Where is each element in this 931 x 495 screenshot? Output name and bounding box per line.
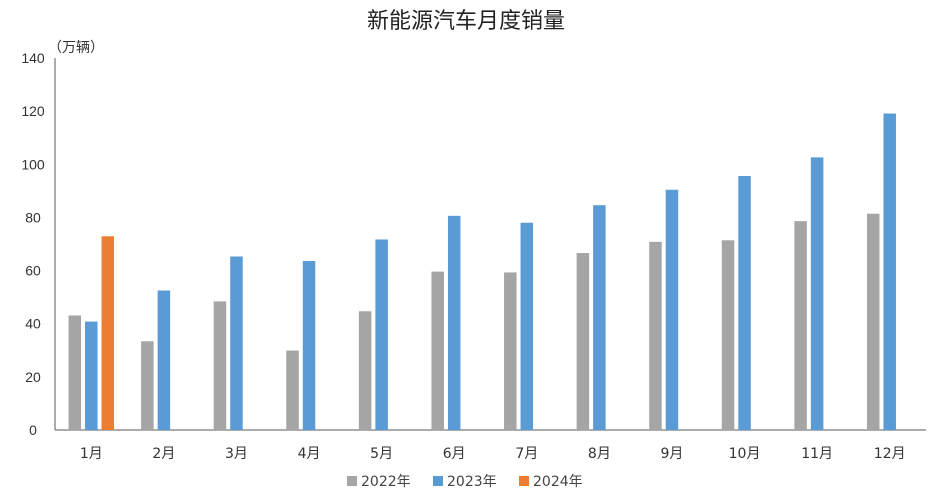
x-category-label: 5月	[370, 446, 393, 462]
bar-2024年-1月	[101, 236, 115, 430]
bar-2022年-10月	[721, 240, 735, 430]
legend: 2022年 2023年 2024年	[347, 474, 583, 490]
bar-2022年-9月	[649, 241, 662, 430]
legend-label: 2024年	[533, 474, 583, 490]
legend-label: 2022年	[361, 474, 411, 490]
x-category-label: 11月	[801, 446, 833, 462]
bar-2023年-11月	[810, 157, 824, 430]
bar-2023年-6月	[447, 215, 461, 430]
x-category-label: 12月	[874, 446, 906, 462]
bar-2023年-1月	[85, 321, 98, 430]
y-tick-label: 100	[21, 156, 45, 172]
bar-2022年-2月	[141, 341, 154, 430]
bar-2023年-8月	[593, 205, 606, 430]
y-tick-label: 20	[25, 369, 41, 385]
bar-2022年-7月	[504, 272, 517, 430]
bar-2023年-12月	[883, 113, 896, 430]
y-tick-label: 0	[29, 422, 37, 438]
y-tick-label: 120	[21, 103, 45, 119]
y-unit-label: （万辆）	[48, 40, 104, 56]
bar-2022年-5月	[358, 311, 372, 430]
x-category-label: 10月	[729, 446, 761, 462]
bar-2022年-6月	[431, 271, 444, 430]
chart-title: 新能源汽车月度销量	[367, 9, 565, 34]
legend-swatch-2023年	[433, 476, 443, 486]
y-tick-label: 140	[21, 50, 45, 66]
bar-2023年-4月	[302, 261, 316, 430]
x-category-label: 8月	[588, 446, 611, 462]
bar-2022年-3月	[213, 301, 227, 430]
bar-2023年-10月	[738, 175, 751, 430]
bar-2022年-11月	[794, 221, 807, 430]
bars-group	[68, 113, 896, 430]
bar-2022年-4月	[286, 350, 299, 430]
bar-2023年-3月	[230, 256, 243, 430]
bar-2023年-5月	[375, 239, 388, 430]
x-category-label: 7月	[515, 446, 538, 462]
bar-2023年-7月	[520, 222, 534, 430]
y-axis-ticks: 0 20 40 60 80 100 120 140	[21, 50, 45, 438]
x-category-label: 6月	[443, 446, 466, 462]
bar-2022年-8月	[576, 253, 590, 430]
legend-label: 2023年	[447, 474, 497, 490]
x-category-label: 4月	[298, 446, 321, 462]
x-category-label: 1月	[80, 446, 103, 462]
legend-swatch-2022年	[347, 476, 357, 486]
bar-2022年-12月	[866, 213, 880, 430]
bar-2023年-9月	[665, 189, 679, 430]
x-category-label: 3月	[225, 446, 248, 462]
bar-2022年-1月	[68, 315, 82, 430]
y-tick-label: 40	[25, 316, 41, 332]
x-category-label: 9月	[660, 446, 683, 462]
x-category-label: 2月	[152, 446, 175, 462]
bar-2023年-2月	[157, 290, 171, 430]
legend-swatch-2024年	[519, 476, 529, 486]
y-tick-label: 60	[25, 263, 41, 279]
y-tick-label: 80	[25, 209, 41, 225]
x-axis-labels: 1月 2月 3月 4月 5月 6月 7月 8月 9月 10月 11月 12月	[80, 446, 906, 462]
